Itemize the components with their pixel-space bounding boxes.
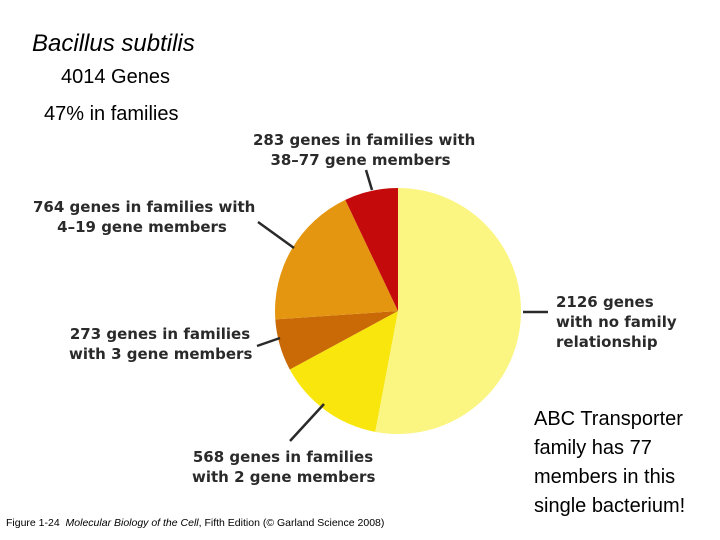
slice-label-no-family: 2126 genes with no family relationship (556, 292, 696, 352)
slice-no-family (375, 188, 522, 435)
slice-label-38-77: 283 genes in families with 38–77 gene me… (253, 130, 476, 170)
slice-label-line: relationship (556, 333, 658, 351)
families-percent: 47% in families (44, 103, 179, 125)
slice-label-line: 2126 genes (556, 293, 654, 311)
slice-2-members (289, 311, 398, 432)
slice-label-line: with 2 gene members (192, 468, 376, 486)
note-line: family has 77 (534, 437, 652, 459)
leader-line (364, 169, 374, 191)
caption-book-title: Molecular Biology of the Cell (65, 517, 199, 529)
leader-line (289, 403, 325, 442)
slice-label-line: with 3 gene members (69, 345, 253, 363)
note-line: ABC Transporter (534, 408, 683, 430)
slice-label-line: 4–19 gene members (57, 218, 227, 236)
caption-edition: , Fifth Edition (© Garland Science 2008) (198, 517, 385, 529)
caption-figure-number: Figure 1-24 (6, 517, 60, 529)
slice-label-line: 273 genes in families (69, 325, 251, 343)
slice-label-line: 283 genes in families with (253, 131, 476, 149)
note-line: single bacterium! (534, 495, 686, 517)
organism-title: Bacillus subtilis (32, 30, 195, 57)
note-line: members in this (534, 466, 676, 488)
figure-caption: Figure 1-24 Molecular Biology of the Cel… (6, 517, 384, 529)
slice-label-3-members: 273 genes in families with 3 gene member… (69, 324, 253, 364)
abc-transporter-note: ABC Transporter family has 77 members in… (534, 405, 720, 521)
slice-3-members (275, 311, 398, 370)
slice-label-line: 568 genes in families (192, 448, 374, 466)
leader-line (256, 336, 281, 348)
slice-label-2-members: 568 genes in families with 2 gene member… (192, 447, 376, 487)
slice-label-line: with no family (556, 313, 677, 331)
slice-4-19-members (275, 199, 398, 320)
slice-label-line: 764 genes in families with (33, 198, 256, 216)
slice-label-4-19: 764 genes in families with 4–19 gene mem… (33, 197, 256, 237)
gene-count: 4014 Genes (61, 66, 170, 88)
slice-label-line: 38–77 gene members (270, 151, 451, 169)
slice-38-77-members (345, 188, 398, 311)
leader-line (257, 220, 295, 250)
